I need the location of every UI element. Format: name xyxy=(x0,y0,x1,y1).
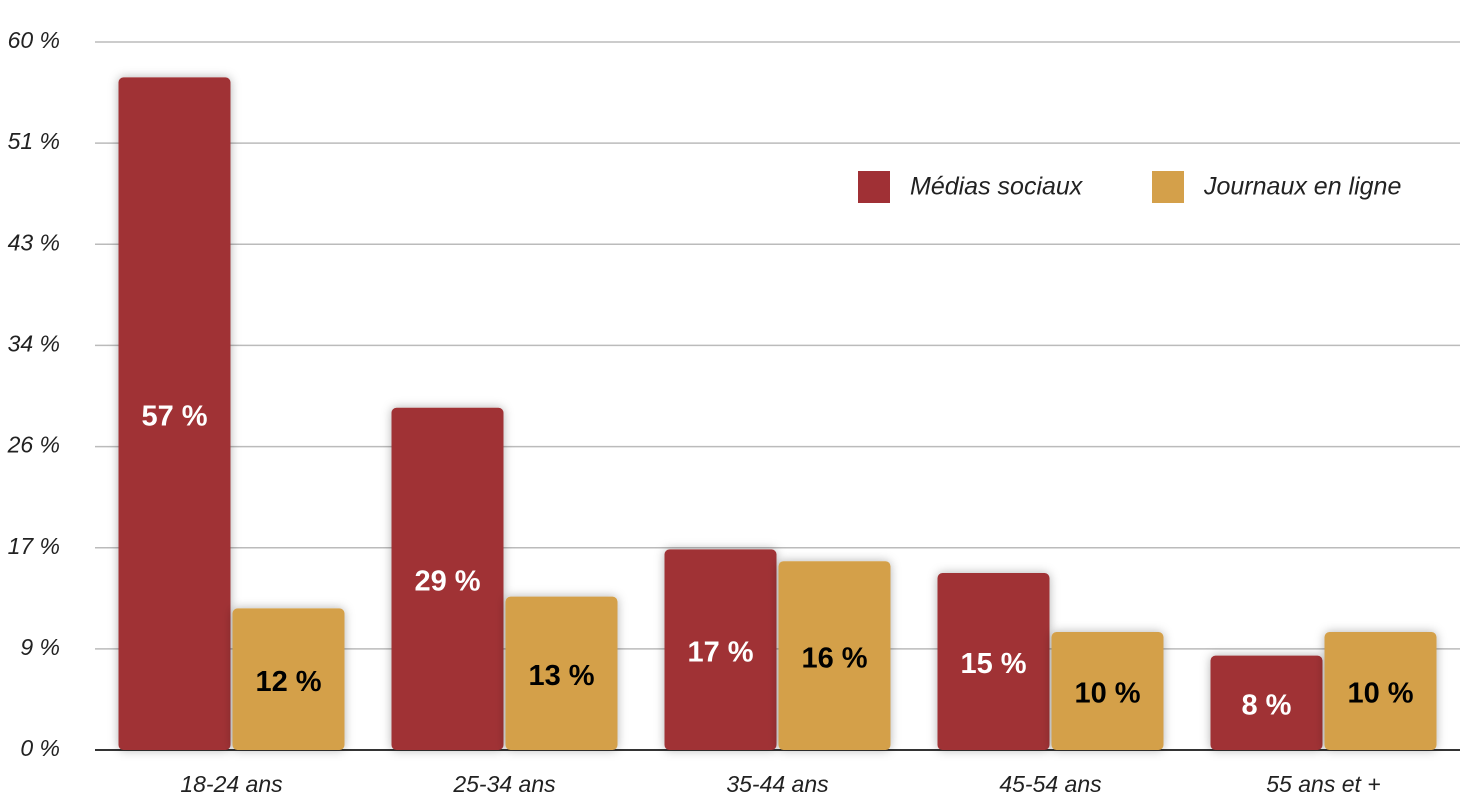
x-tick-label: 25-34 ans xyxy=(452,771,556,797)
bar xyxy=(1210,655,1323,750)
bar xyxy=(118,77,231,750)
value-label: 8 % xyxy=(1242,689,1292,721)
bar xyxy=(391,407,504,750)
legend-swatch xyxy=(1152,171,1184,203)
bar xyxy=(232,608,345,750)
y-tick-label: 60 % xyxy=(8,27,60,53)
value-label: 10 % xyxy=(1074,678,1140,710)
bar xyxy=(505,596,618,750)
value-label: 57 % xyxy=(141,400,207,432)
legend-swatch xyxy=(858,171,890,203)
x-tick-label: 55 ans et + xyxy=(1266,771,1380,797)
bar xyxy=(664,549,777,750)
bar xyxy=(1324,632,1437,750)
value-label: 17 % xyxy=(687,636,753,668)
value-label: 10 % xyxy=(1347,678,1413,710)
x-tick-label: 45-54 ans xyxy=(999,771,1102,797)
x-tick-label: 35-44 ans xyxy=(726,771,829,797)
y-tick-label: 26 % xyxy=(7,432,60,458)
legend-label: Médias sociaux xyxy=(910,173,1084,201)
value-label: 12 % xyxy=(255,666,321,698)
value-label: 29 % xyxy=(414,566,480,598)
legend-label: Journaux en ligne xyxy=(1203,173,1401,201)
y-tick-label: 0 % xyxy=(20,735,60,761)
x-tick-label: 18-24 ans xyxy=(180,771,283,797)
value-label: 16 % xyxy=(801,642,867,674)
value-label: 15 % xyxy=(960,648,1026,680)
y-tick-label: 9 % xyxy=(20,634,60,660)
bar xyxy=(778,561,891,750)
y-tick-label: 34 % xyxy=(8,330,60,356)
bar xyxy=(937,573,1050,750)
y-tick-label: 51 % xyxy=(8,128,60,154)
y-tick-label: 17 % xyxy=(8,533,60,559)
value-label: 13 % xyxy=(528,660,594,692)
y-tick-label: 43 % xyxy=(8,229,60,255)
bar xyxy=(1051,632,1164,750)
